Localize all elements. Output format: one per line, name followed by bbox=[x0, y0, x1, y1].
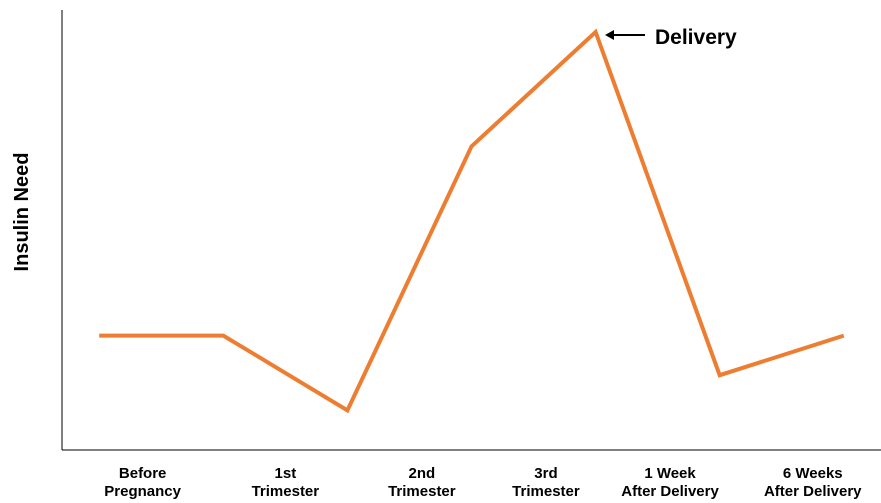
x-tick-label: Before Pregnancy bbox=[104, 465, 181, 500]
y-axis-label: Insulin Need bbox=[11, 153, 33, 272]
x-tick-label: 3rd Trimester bbox=[512, 465, 580, 500]
annotation-arrowhead bbox=[605, 30, 614, 40]
x-tick-label: 1st Trimester bbox=[252, 465, 320, 500]
x-tick-label: 2nd Trimester bbox=[388, 465, 456, 500]
x-tick-label: 6 Weeks After Delivery bbox=[764, 465, 862, 500]
x-tick-label: 1 Week After Delivery bbox=[621, 465, 719, 500]
annotation: Delivery bbox=[655, 26, 737, 49]
line bbox=[99, 28, 845, 414]
